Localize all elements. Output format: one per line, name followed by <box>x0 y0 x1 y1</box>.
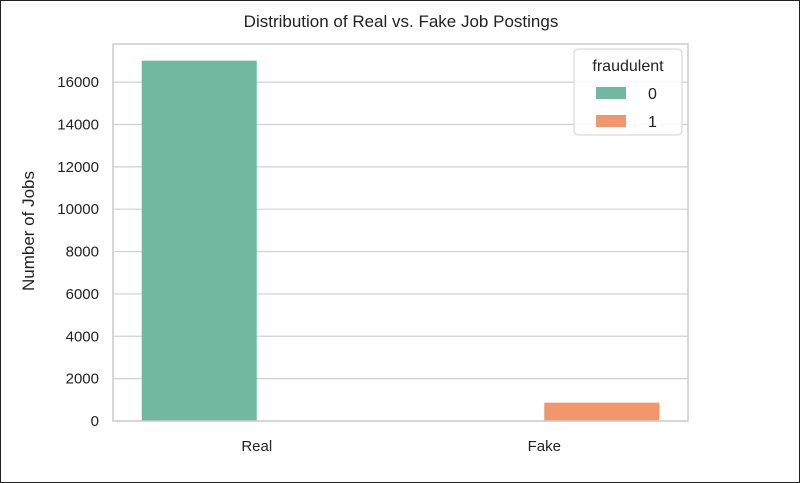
bars <box>141 60 660 421</box>
bar-fake-1 <box>544 402 660 421</box>
plot-frame <box>112 43 689 422</box>
chart-title: Distribution of Real vs. Fake Job Postin… <box>244 12 559 31</box>
y-tick-label: 0 <box>91 413 99 430</box>
legend-title: fraudulent <box>592 58 664 75</box>
legend-label-0: 0 <box>648 86 657 103</box>
x-tick-label: Fake <box>528 438 561 455</box>
legend-swatch-1 <box>596 115 626 127</box>
bar-real-0 <box>141 60 257 421</box>
legend: fraudulent 0 1 <box>573 48 683 136</box>
y-tick-label: 10000 <box>57 201 99 218</box>
y-tick-label: 14000 <box>57 116 99 133</box>
legend-box <box>573 48 683 136</box>
legend-label-1: 1 <box>648 114 657 131</box>
axes <box>112 43 689 422</box>
y-tick-label: 12000 <box>57 159 99 176</box>
y-tick-label: 6000 <box>66 286 99 303</box>
legend-swatch-0 <box>596 87 626 99</box>
x-tick-label: Real <box>241 438 272 455</box>
y-tick-label: 4000 <box>66 328 99 345</box>
y-tick-label: 8000 <box>66 244 99 261</box>
y-tick-label: 16000 <box>57 74 99 91</box>
x-tick-labels: Real Fake <box>241 438 561 455</box>
y-tick-labels: 0 2000 4000 6000 8000 10000 12000 14000 16000 <box>57 74 99 430</box>
y-axis-label: Number of Jobs <box>19 171 38 291</box>
y-tick-label: 2000 <box>66 371 99 388</box>
